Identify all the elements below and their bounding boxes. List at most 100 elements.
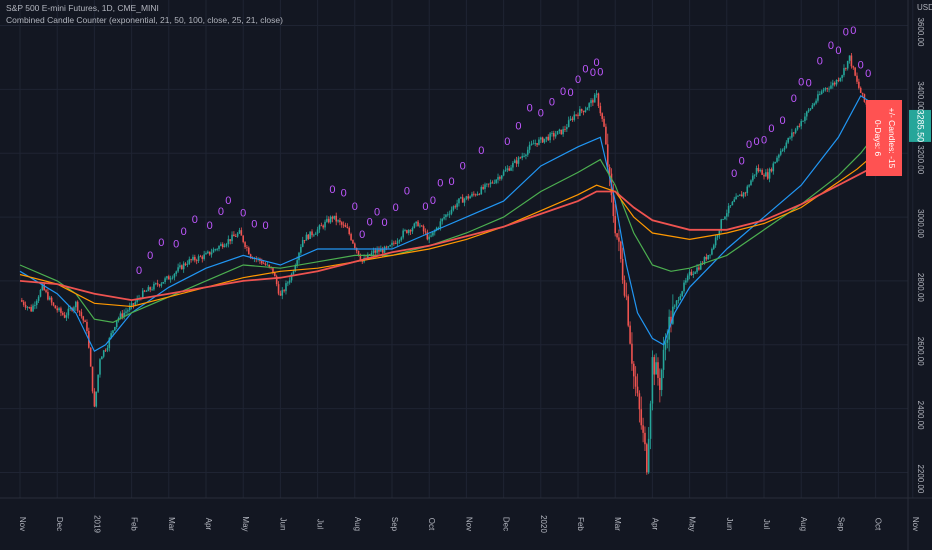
zero-day-marker: 0 bbox=[527, 103, 533, 115]
candle-body bbox=[335, 215, 337, 222]
candle-body bbox=[512, 162, 514, 168]
candle-body bbox=[104, 350, 107, 352]
price-tick-label: 2600.00 bbox=[916, 337, 925, 366]
candle-body bbox=[199, 256, 202, 258]
candle-body bbox=[772, 163, 775, 172]
candle-body bbox=[549, 133, 551, 141]
candle-body bbox=[515, 160, 518, 164]
candle-body bbox=[843, 68, 845, 76]
candle-body bbox=[705, 256, 708, 260]
candle-body bbox=[156, 283, 159, 285]
indicator-title: Combined Candle Counter (exponential, 21… bbox=[6, 15, 283, 25]
candle-body bbox=[207, 251, 209, 254]
candle-body bbox=[690, 271, 693, 275]
candle-body bbox=[530, 143, 533, 145]
zero-day-marker: 0 bbox=[538, 107, 544, 119]
candle-body bbox=[197, 256, 200, 261]
candle-body bbox=[227, 239, 230, 245]
candle-body bbox=[123, 312, 125, 317]
candle-body bbox=[136, 298, 138, 302]
candle-body bbox=[765, 172, 767, 177]
candle-body bbox=[132, 303, 135, 305]
candle-body bbox=[493, 182, 496, 184]
candle-body bbox=[151, 289, 153, 291]
candle-body bbox=[357, 250, 360, 256]
candle-body bbox=[385, 246, 388, 248]
candle-body bbox=[99, 359, 101, 375]
zero-day-marker: 0 bbox=[549, 97, 555, 109]
candle-body bbox=[121, 313, 124, 317]
candle-body bbox=[48, 297, 51, 300]
candle-body bbox=[212, 249, 215, 253]
candle-body bbox=[374, 250, 377, 253]
candle-body bbox=[242, 235, 244, 243]
candle-body bbox=[448, 213, 451, 215]
time-tick-label: May bbox=[688, 516, 697, 531]
candle-body bbox=[246, 247, 248, 248]
candle-body bbox=[636, 386, 639, 394]
candle-body bbox=[789, 137, 791, 139]
time-tick-label: May bbox=[241, 516, 250, 531]
candle-body bbox=[39, 289, 42, 297]
candle-body bbox=[638, 393, 641, 410]
candle-body bbox=[553, 133, 555, 137]
candle-body bbox=[592, 100, 594, 103]
candle-body bbox=[294, 265, 297, 272]
candle-body bbox=[727, 205, 730, 214]
candle-body bbox=[95, 391, 98, 407]
candle-body bbox=[699, 263, 702, 270]
candle-body bbox=[545, 136, 548, 139]
candle-body bbox=[130, 303, 133, 307]
candle-body bbox=[852, 66, 855, 68]
candle-body bbox=[521, 156, 523, 158]
candle-body bbox=[534, 143, 537, 144]
candle-body bbox=[513, 160, 516, 163]
zero-day-marker: 0 bbox=[843, 26, 849, 38]
candle-body bbox=[28, 307, 31, 308]
candle-body bbox=[588, 103, 590, 108]
candle-body bbox=[776, 157, 778, 162]
zero-day-marker: 0 bbox=[207, 220, 213, 232]
candle-body bbox=[502, 171, 505, 176]
last-price-label: 3285.50 bbox=[916, 110, 926, 143]
zero-day-marker: 0 bbox=[753, 136, 759, 148]
candle-body bbox=[590, 100, 592, 104]
candle-body bbox=[181, 265, 183, 270]
candle-body bbox=[244, 242, 246, 248]
candle-body bbox=[541, 137, 544, 143]
candle-body bbox=[720, 219, 723, 231]
candle-body bbox=[631, 343, 633, 364]
candle-body bbox=[316, 229, 319, 234]
candle-body bbox=[608, 167, 611, 174]
candle-body bbox=[757, 167, 760, 172]
candle-body bbox=[437, 227, 440, 229]
symbol-title: S&P 500 E-mini Futures, 1D, CME_MINI bbox=[6, 3, 159, 13]
zero-day-marker: 0 bbox=[817, 56, 823, 68]
candle-body bbox=[391, 242, 393, 246]
candle-body bbox=[413, 223, 416, 228]
zero-day-marker: 0 bbox=[181, 226, 187, 238]
candle-body bbox=[93, 391, 96, 407]
candle-body bbox=[571, 118, 574, 120]
candle-body bbox=[841, 75, 843, 78]
candle-body bbox=[499, 177, 501, 179]
candle-body bbox=[43, 284, 45, 291]
candle-body bbox=[649, 403, 652, 439]
candle-body bbox=[192, 256, 194, 260]
price-tick-label: 2400.00 bbox=[916, 401, 925, 430]
candle-body bbox=[177, 267, 179, 272]
ma-line-slow bbox=[19, 161, 888, 302]
candle-body bbox=[134, 301, 137, 305]
time-tick-label: Jun bbox=[725, 518, 734, 531]
candle-body bbox=[231, 234, 233, 242]
zero-day-marker: 0 bbox=[251, 219, 257, 231]
candle-body bbox=[314, 233, 317, 235]
candle-body bbox=[612, 195, 615, 217]
candle-body bbox=[208, 251, 211, 255]
candle-body bbox=[558, 129, 561, 132]
candle-body bbox=[445, 214, 447, 218]
candle-body bbox=[525, 154, 527, 156]
zero-day-marker: 0 bbox=[515, 121, 521, 133]
candle-body bbox=[685, 280, 687, 283]
